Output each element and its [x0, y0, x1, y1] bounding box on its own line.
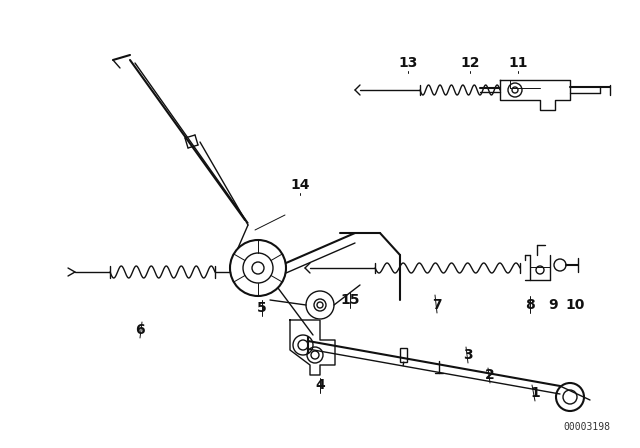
Text: 1: 1	[530, 386, 540, 400]
Text: 10: 10	[565, 298, 585, 312]
Bar	[400, 348, 407, 362]
Text: 4: 4	[315, 378, 325, 392]
Text: 3: 3	[463, 348, 473, 362]
Polygon shape	[500, 80, 570, 110]
Text: 11: 11	[508, 56, 528, 70]
Text: 14: 14	[291, 178, 310, 192]
Polygon shape	[290, 320, 335, 375]
Text: 00003198: 00003198	[563, 422, 610, 432]
Text: 12: 12	[460, 56, 480, 70]
Text: 5: 5	[257, 301, 267, 315]
Text: 6: 6	[135, 323, 145, 337]
Text: 2: 2	[485, 368, 495, 382]
Text: 9: 9	[548, 298, 558, 312]
Text: 7: 7	[432, 298, 442, 312]
Text: 13: 13	[398, 56, 418, 70]
Text: 15: 15	[340, 293, 360, 307]
Text: 8: 8	[525, 298, 535, 312]
